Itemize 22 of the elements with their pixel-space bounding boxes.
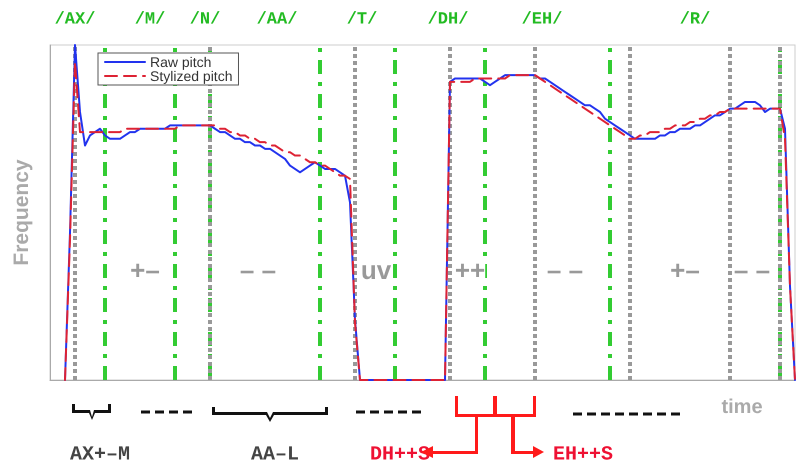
- text: /AA/: [256, 10, 298, 30]
- text: /EH/: [522, 10, 562, 30]
- text: /R/: [680, 10, 710, 30]
- x-axis-title: time: [721, 396, 763, 418]
- annotation: +–: [130, 255, 160, 285]
- legend-label: Raw pitch: [150, 54, 212, 70]
- text: /DH/: [428, 10, 468, 30]
- annotation: +–: [670, 255, 700, 285]
- text: /AX/: [54, 10, 96, 30]
- text: AX+–M: [70, 444, 130, 466]
- annotation: ++: [454, 255, 486, 285]
- annotation: uv: [360, 255, 392, 285]
- annotation: – –: [546, 255, 584, 285]
- annotation: – –: [734, 255, 770, 285]
- legend-label: Stylized pitch: [150, 68, 232, 84]
- annotation: – –: [240, 255, 276, 285]
- y-axis-title: Frequency: [10, 159, 33, 266]
- text: /M/: [134, 10, 166, 30]
- text: /N/: [190, 10, 220, 30]
- text: EH++S: [552, 444, 614, 466]
- text: /T/: [346, 10, 378, 30]
- text: AA–L: [250, 444, 300, 466]
